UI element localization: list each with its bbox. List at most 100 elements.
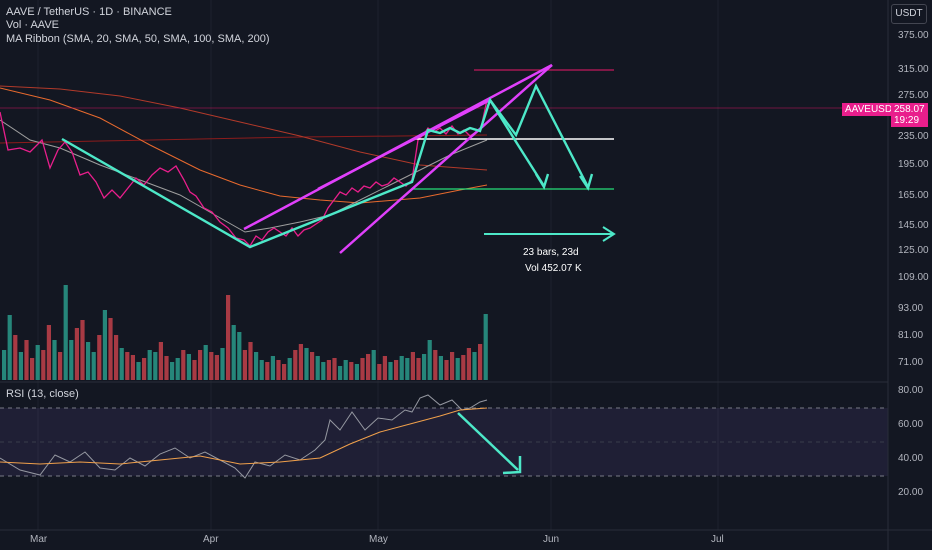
volume-bar — [399, 356, 404, 380]
time-label-jun: Jun — [543, 534, 560, 545]
price-tick: 93.00 — [898, 303, 924, 314]
volume-bar — [315, 356, 320, 380]
volume-bar — [7, 315, 12, 380]
price-tick: 145.00 — [898, 220, 929, 231]
rsi-tick: 20.00 — [898, 487, 924, 498]
volume-bar — [360, 358, 365, 380]
volume-bar — [450, 352, 455, 380]
volume-bar — [366, 354, 371, 380]
rsi-tick: 60.00 — [898, 419, 924, 430]
volume-bar — [18, 352, 23, 380]
zigzag-arrowhead-2 — [579, 173, 594, 191]
volume-bar — [298, 344, 303, 380]
rsi-legend: RSI (13, close) — [6, 388, 79, 400]
price-tick: 195.00 — [898, 159, 929, 170]
rsi-tick: 80.00 — [898, 385, 924, 396]
volume-bar — [214, 355, 219, 380]
ma-20-line — [0, 119, 488, 233]
volume-bar — [86, 342, 91, 380]
volume-bar — [287, 358, 292, 380]
volume-bar — [136, 362, 141, 380]
ma-50-line — [0, 87, 488, 204]
price-tick: 375.00 — [898, 30, 929, 41]
measure-arrowhead — [602, 226, 616, 242]
volume-bar — [321, 362, 326, 380]
volume-bar — [80, 320, 85, 380]
rsi-panel — [0, 394, 888, 479]
volume-bar — [349, 362, 354, 380]
price-tick: 109.00 — [898, 272, 929, 283]
volume-bar — [338, 366, 343, 380]
volume-bar — [382, 356, 387, 380]
volume-bar — [30, 358, 35, 380]
channel-middle-line — [317, 98, 491, 191]
volume-bar — [254, 352, 259, 380]
rsi-tick: 40.00 — [898, 453, 924, 464]
volume-bar — [226, 295, 231, 380]
volume-bar — [13, 335, 18, 380]
volume-bar — [231, 325, 236, 380]
currency-button[interactable]: USDT — [891, 4, 927, 24]
volume-bar — [332, 358, 337, 380]
volume-bar — [259, 360, 264, 380]
channel-lower-line — [339, 64, 553, 254]
ma-ribbon-legend: MA Ribbon (SMA, 20, SMA, 50, SMA, 100, S… — [6, 33, 270, 45]
ma-ribbon — [0, 85, 488, 233]
volume-bar — [248, 342, 253, 380]
volume-bar — [461, 355, 466, 380]
volume-bar — [343, 360, 348, 380]
volume-bar — [265, 362, 270, 380]
volume-bar — [114, 335, 119, 380]
volume-bar — [125, 352, 130, 380]
volume-bar — [164, 356, 169, 380]
volume-bar — [91, 352, 96, 380]
rsi-ma-line — [0, 407, 488, 465]
volume-bar — [175, 358, 180, 380]
volume-bar — [293, 350, 298, 380]
volume-bar — [472, 352, 477, 380]
rsi-arrow — [457, 412, 519, 471]
time-label-apr: Apr — [203, 534, 219, 545]
price-tick: 315.00 — [898, 64, 929, 75]
volume-bar — [371, 350, 376, 380]
volume-bar — [422, 354, 427, 380]
volume-bar — [354, 364, 359, 380]
volume-bar — [433, 350, 438, 380]
ma-200-line — [0, 134, 488, 144]
volume-bar — [483, 314, 488, 380]
measure-volume-text: Vol 452.07 K — [525, 263, 582, 274]
volume-bar — [209, 352, 214, 380]
volume-bar — [455, 358, 460, 380]
volume-bar — [377, 364, 382, 380]
volume-bar — [35, 345, 40, 380]
time-label-jul: Jul — [711, 534, 724, 545]
volume-bar — [478, 344, 483, 380]
volume-bar — [24, 340, 29, 380]
volume-bar — [220, 348, 225, 380]
price-tick: 71.00 — [898, 357, 924, 368]
volume-bar — [119, 348, 124, 380]
volume-bar — [108, 318, 113, 380]
drawings[interactable] — [0, 63, 888, 254]
volume-bar — [237, 332, 242, 380]
volume-bar — [203, 345, 208, 380]
price-tick: 125.00 — [898, 245, 929, 256]
time-label-may: May — [369, 534, 388, 545]
zigzag-projection — [489, 83, 590, 188]
volume-bar — [181, 350, 186, 380]
price-tick: 81.00 — [898, 330, 924, 341]
volume-bar — [310, 352, 315, 380]
volume-legend: Vol · AAVE — [6, 19, 59, 31]
symbol-title: AAVE / TetherUS · 1D · BINANCE — [6, 6, 172, 18]
volume-bar — [326, 360, 331, 380]
volume-bar — [394, 360, 399, 380]
volume-bar — [192, 360, 197, 380]
time-label-mar: Mar — [30, 534, 48, 545]
price-tick: 235.00 — [898, 131, 929, 142]
volume-bar — [130, 355, 135, 380]
volume-bar — [198, 350, 203, 380]
zigzag-pattern — [61, 97, 546, 249]
volume-bar — [170, 362, 175, 380]
volume-bar — [438, 356, 443, 380]
